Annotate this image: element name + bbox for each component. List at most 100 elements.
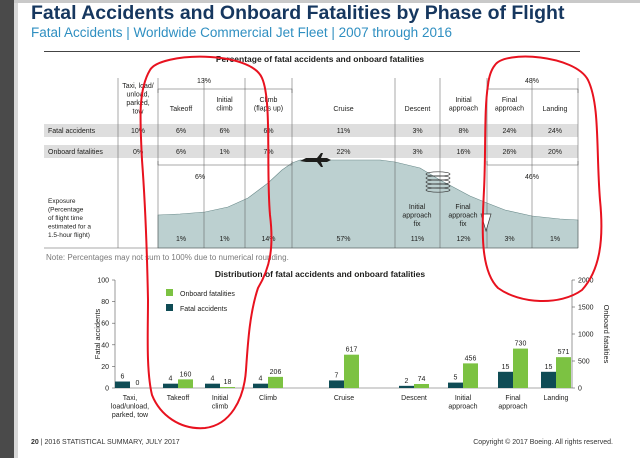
phase-header-3: Climb xyxy=(260,97,278,104)
bar-label-fatal-accidents: 15 xyxy=(502,364,510,371)
bar-onboard-fatalities xyxy=(178,379,193,388)
category-label-2: Initial xyxy=(212,395,229,402)
exposure-value-3: 57% xyxy=(336,236,350,243)
bar-label-onboard-fatalities: 74 xyxy=(418,376,426,383)
category-label-3: Climb xyxy=(259,395,277,402)
window-top-edge xyxy=(14,0,640,3)
bar-onboard-fatalities xyxy=(463,363,478,388)
page-subtitle: Fatal Accidents | Worldwide Commercial J… xyxy=(31,25,452,40)
row-label-0: Fatal accidents xyxy=(48,128,96,135)
category-label-0: parked, tow xyxy=(112,412,149,419)
bar-label-fatal-accidents: 15 xyxy=(545,364,553,371)
exposure-label-line: (Percentage xyxy=(48,207,84,214)
window-edge-shadow xyxy=(14,0,18,458)
category-label-8: Landing xyxy=(544,395,569,402)
right-axis-tick-label: 500 xyxy=(578,359,590,366)
left-axis-tick-label: 20 xyxy=(101,364,109,371)
exposure-value-1: 1% xyxy=(219,236,229,243)
right-axis-tick-label: 0 xyxy=(578,386,582,393)
row-1-value-8: 20% xyxy=(548,149,562,156)
bar-fatal-accidents xyxy=(399,385,414,388)
phase-table: Taxi, load/unload,parked, tow Takeoff Initi… xyxy=(44,78,579,249)
holding-loop xyxy=(425,179,451,185)
left-axis-tick-label: 80 xyxy=(101,299,109,306)
footer-copyright: Copyright © 2017 Boeing. All rights rese… xyxy=(473,439,613,446)
bar-label-fatal-accidents: 4 xyxy=(259,376,263,383)
exposure-value-2: 14% xyxy=(261,236,275,243)
phase-header-6: approach xyxy=(449,106,478,113)
exposure-label-line: of flight time xyxy=(48,215,83,222)
footer-publication: | 2016 STATISTICAL SUMMARY, JULY 2017 xyxy=(40,439,180,446)
page-number: 20 xyxy=(31,439,39,446)
exposure-label-line: estimated for a xyxy=(48,224,91,231)
row-0-value-5: 3% xyxy=(412,128,422,135)
legend-swatch-onboard xyxy=(166,289,173,296)
phase-header-7: Final xyxy=(502,97,518,104)
row-0-value-6: 8% xyxy=(458,128,468,135)
row-1-value-2: 1% xyxy=(219,149,229,156)
fix-label-0: fix xyxy=(414,221,422,228)
fix-label-0: approach xyxy=(402,213,431,220)
phase-header-0: unload, xyxy=(127,92,150,99)
row-0-value-8: 24% xyxy=(548,128,562,135)
bar-label-fatal-accidents: 7 xyxy=(335,372,339,379)
red-circle-right xyxy=(481,55,603,302)
row-1-value-1: 6% xyxy=(176,149,186,156)
left-axis-tick-label: 40 xyxy=(101,342,109,349)
category-label-4: Cruise xyxy=(334,395,354,402)
bar-fatal-accidents xyxy=(253,383,268,388)
bar-fatal-accidents xyxy=(163,383,178,388)
holding-loop xyxy=(425,183,451,189)
bar-label-onboard-fatalities: 617 xyxy=(346,347,358,354)
category-label-6: approach xyxy=(448,404,477,411)
bar-fatal-accidents xyxy=(541,371,556,388)
left-axis-tick-label: 60 xyxy=(101,321,109,328)
footer-left: 20 | 2016 STATISTICAL SUMMARY, JULY 2017 xyxy=(31,439,180,446)
left-axis-tick-label: 100 xyxy=(97,278,109,285)
category-label-2: climb xyxy=(212,404,228,411)
group-top-right-value: 48% xyxy=(525,78,539,85)
bar-label-fatal-accidents: 4 xyxy=(169,376,173,383)
bar-fatal-accidents xyxy=(115,381,130,388)
bar-onboard-fatalities xyxy=(556,357,571,388)
phase-header-0: tow xyxy=(133,109,145,116)
row-label-1: Onboard fatalities xyxy=(48,149,103,156)
row-1-value-5: 3% xyxy=(412,149,422,156)
phase-header-7: approach xyxy=(495,106,524,113)
bar-onboard-fatalities xyxy=(344,354,359,388)
row-0-value-4: 11% xyxy=(337,128,351,135)
flight-profile-area xyxy=(157,159,579,249)
bar-label-onboard-fatalities: 206 xyxy=(270,369,282,376)
bar-onboard-fatalities xyxy=(220,387,235,388)
window-edge xyxy=(0,0,14,458)
category-label-5: Descent xyxy=(401,395,427,402)
exposure-value-0: 1% xyxy=(176,236,186,243)
right-axis-tick-label: 1500 xyxy=(578,305,594,312)
bracket-bottom-right xyxy=(486,161,579,166)
bar-onboard-fatalities xyxy=(414,384,429,388)
phase-header-8: Landing xyxy=(543,106,568,113)
group-bottom-left-value: 6% xyxy=(195,174,205,181)
exposure-label-line: Exposure xyxy=(48,198,76,205)
bar-label-fatal-accidents: 2 xyxy=(405,378,409,385)
fix-label-0: Initial xyxy=(409,204,426,211)
bar-fatal-accidents xyxy=(329,380,344,388)
holding-loop xyxy=(425,171,451,177)
holding-loop xyxy=(425,187,451,193)
legend-label-fatal: Fatal accidents xyxy=(180,306,228,313)
fatal-accidents-row-band xyxy=(44,124,578,137)
bar-label-fatal-accidents: 4 xyxy=(211,376,215,383)
left-axis-title: Fatal accidents xyxy=(93,309,102,360)
bar-label-fatal-accidents: 6 xyxy=(121,374,125,381)
group-bottom-right-value: 46% xyxy=(525,174,539,181)
right-axis-title: Onboard fatalities xyxy=(602,305,611,364)
right-axis-tick-label: 1000 xyxy=(578,332,594,339)
bar-fatal-accidents xyxy=(498,371,513,388)
row-0-value-1: 6% xyxy=(176,128,186,135)
left-axis-tick-label: 0 xyxy=(105,386,109,393)
header-rule xyxy=(44,51,580,52)
category-label-1: Takeoff xyxy=(167,395,189,402)
